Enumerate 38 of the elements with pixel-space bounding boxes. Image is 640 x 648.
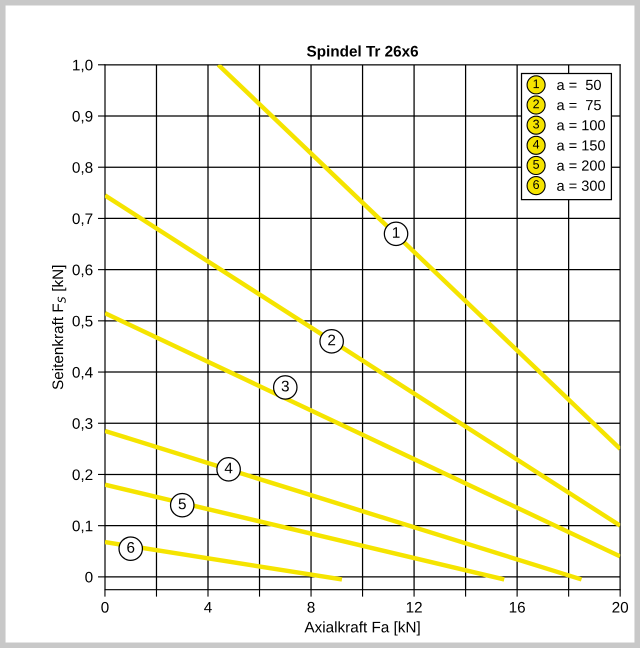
x-tick-label: 0	[101, 602, 109, 613]
text: 2	[533, 100, 539, 108]
y-axis-title: Seitenkraft F$_{S}$ [kN]	[52, 266, 66, 390]
y-tick-label: 0,7	[72, 213, 92, 226]
y-tick-label: 0,5	[72, 316, 93, 328]
legend-label: a = 150	[557, 140, 606, 151]
x-tick-label: 16	[510, 602, 525, 613]
legend-label: a = 300	[557, 180, 606, 191]
x-tick-label: 4	[204, 602, 212, 613]
legend-label: a = 50	[557, 80, 601, 90]
y-tick-label: 0,3	[72, 418, 92, 431]
text: 5	[533, 160, 540, 169]
annotation: 3	[282, 380, 289, 392]
y-tick-label: 0,9	[72, 110, 92, 124]
y-tick-label: 1,0	[73, 60, 93, 72]
x-tick-label: 20	[612, 602, 628, 613]
x-tick-label: 8	[307, 602, 315, 613]
x-tick-label: 12	[406, 602, 422, 613]
annotation: 2	[328, 334, 336, 346]
text: 4	[532, 140, 540, 149]
legend-label: a = 100	[557, 120, 606, 130]
text: 1	[534, 79, 539, 88]
text: 6	[533, 180, 540, 189]
annotation: 1	[392, 227, 400, 238]
y-tick-label: 0,2	[72, 469, 92, 482]
y-tick-label: 0,6	[72, 264, 92, 278]
legend-label: a = 200	[557, 160, 606, 171]
y-tick-label: 0,4	[72, 366, 93, 380]
y-tick-label: 0,1	[72, 520, 92, 534]
annotation: 6	[127, 542, 134, 553]
x-axis-title: Axialkraft Fa [kN]	[304, 621, 420, 636]
annotation: 4	[224, 462, 232, 474]
y-tick-label: 0,8	[72, 162, 92, 175]
legend-label: a = 75	[557, 100, 601, 110]
annotation: 5	[178, 498, 186, 510]
text: 3	[533, 120, 540, 129]
y-tick-label: 0	[85, 572, 93, 583]
chart-title: Spindel Tr 26x6	[306, 45, 418, 60]
